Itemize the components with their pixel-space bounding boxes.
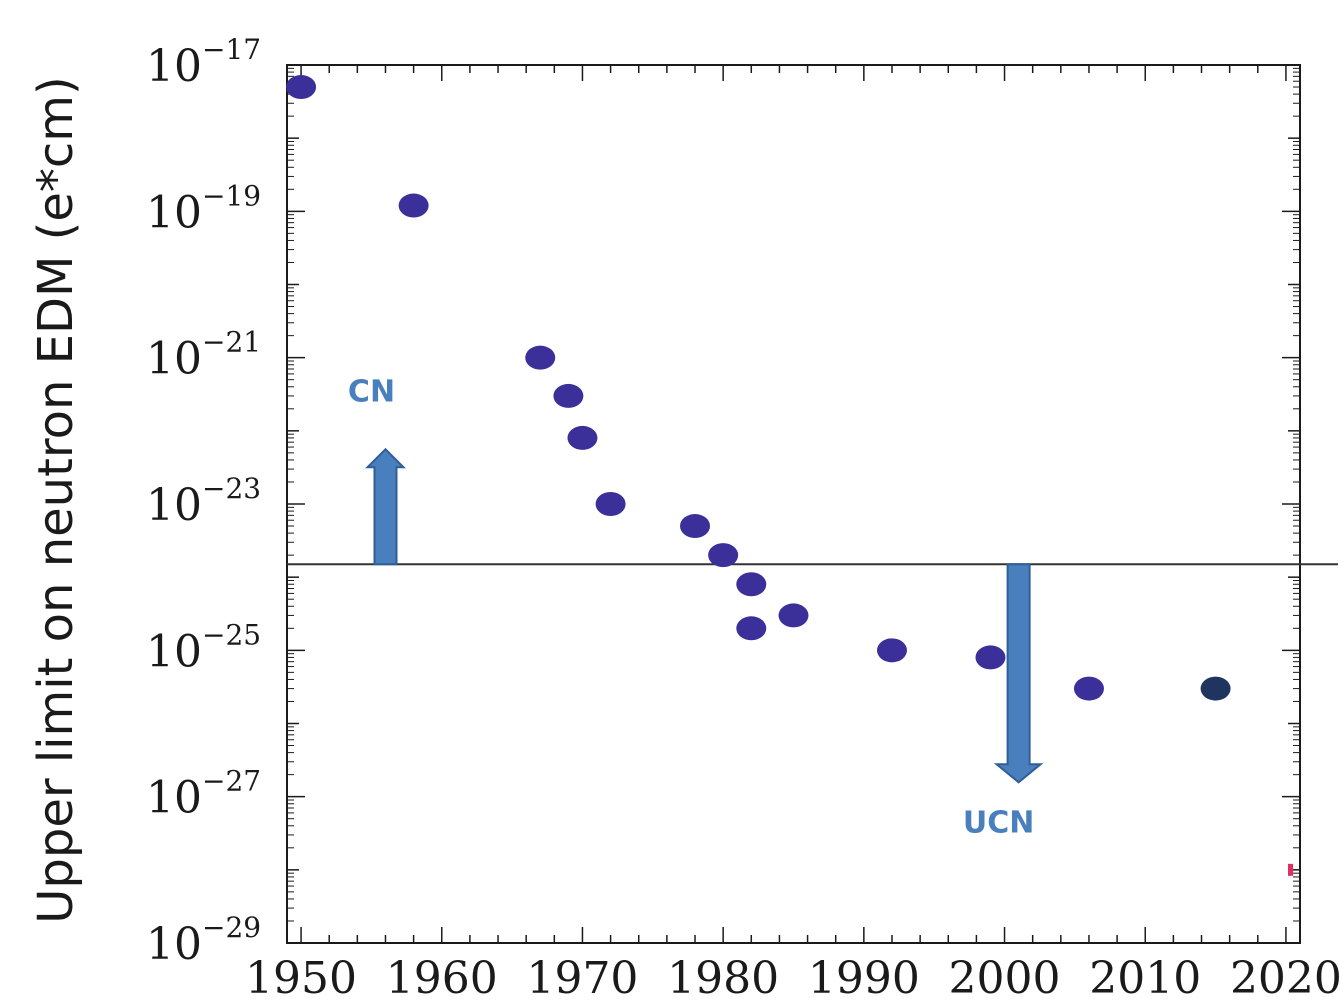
- data-points: [286, 75, 1293, 876]
- x-tick-label: 2020: [1230, 953, 1342, 1000]
- x-tick-label: 1980: [667, 953, 779, 1000]
- y-tick-label: 10−27: [146, 765, 261, 824]
- data-point: [1073, 676, 1104, 701]
- ucn-annotation-label: UCN: [963, 805, 1034, 840]
- data-point: [595, 492, 626, 516]
- data-point: [736, 572, 767, 597]
- x-tick-label: 1990: [808, 953, 920, 1000]
- y-tick-label: 10−19: [146, 179, 261, 238]
- cn-arrow: [365, 447, 406, 566]
- data-point: [680, 514, 711, 539]
- y-tick-label: 10−29: [146, 911, 261, 970]
- x-tick-label: 1970: [526, 953, 638, 1000]
- y-tick-label: 10−23: [146, 472, 261, 531]
- data-point: [736, 616, 767, 641]
- y-tick-label: 10−21: [146, 326, 261, 385]
- annotation-arrows: [365, 447, 1044, 784]
- edge-marker: [1288, 863, 1293, 876]
- axis-ticks: [287, 64, 1300, 944]
- plot-frame: [286, 64, 1301, 944]
- data-point: [1200, 676, 1231, 701]
- x-tick-label: 2010: [1089, 953, 1201, 1000]
- data-point: [553, 383, 584, 408]
- x-tick-label: 1950: [245, 953, 357, 1000]
- tick-labels: 1950 1960 1970 1980 1990 2000 2010 2020 10−17 10−…: [146, 33, 1342, 1000]
- plot-border: [286, 64, 1301, 944]
- data-point: [525, 345, 556, 370]
- data-point: [567, 425, 598, 450]
- data-point: [708, 543, 739, 568]
- data-point: [398, 193, 429, 218]
- data-point: [778, 603, 809, 628]
- y-axis-label: Upper limit on neutron EDM (e*cm): [28, 76, 84, 924]
- y-tick-label: 10−17: [146, 33, 261, 92]
- data-point: [876, 638, 907, 663]
- y-tick-label: 10−25: [146, 618, 261, 677]
- data-point: [286, 75, 317, 100]
- x-tick-label: 2000: [949, 953, 1061, 1000]
- data-point: [975, 645, 1006, 670]
- ucn-arrow: [993, 563, 1044, 784]
- x-tick-label: 1960: [386, 953, 498, 1000]
- cn-annotation-label: CN: [348, 374, 395, 409]
